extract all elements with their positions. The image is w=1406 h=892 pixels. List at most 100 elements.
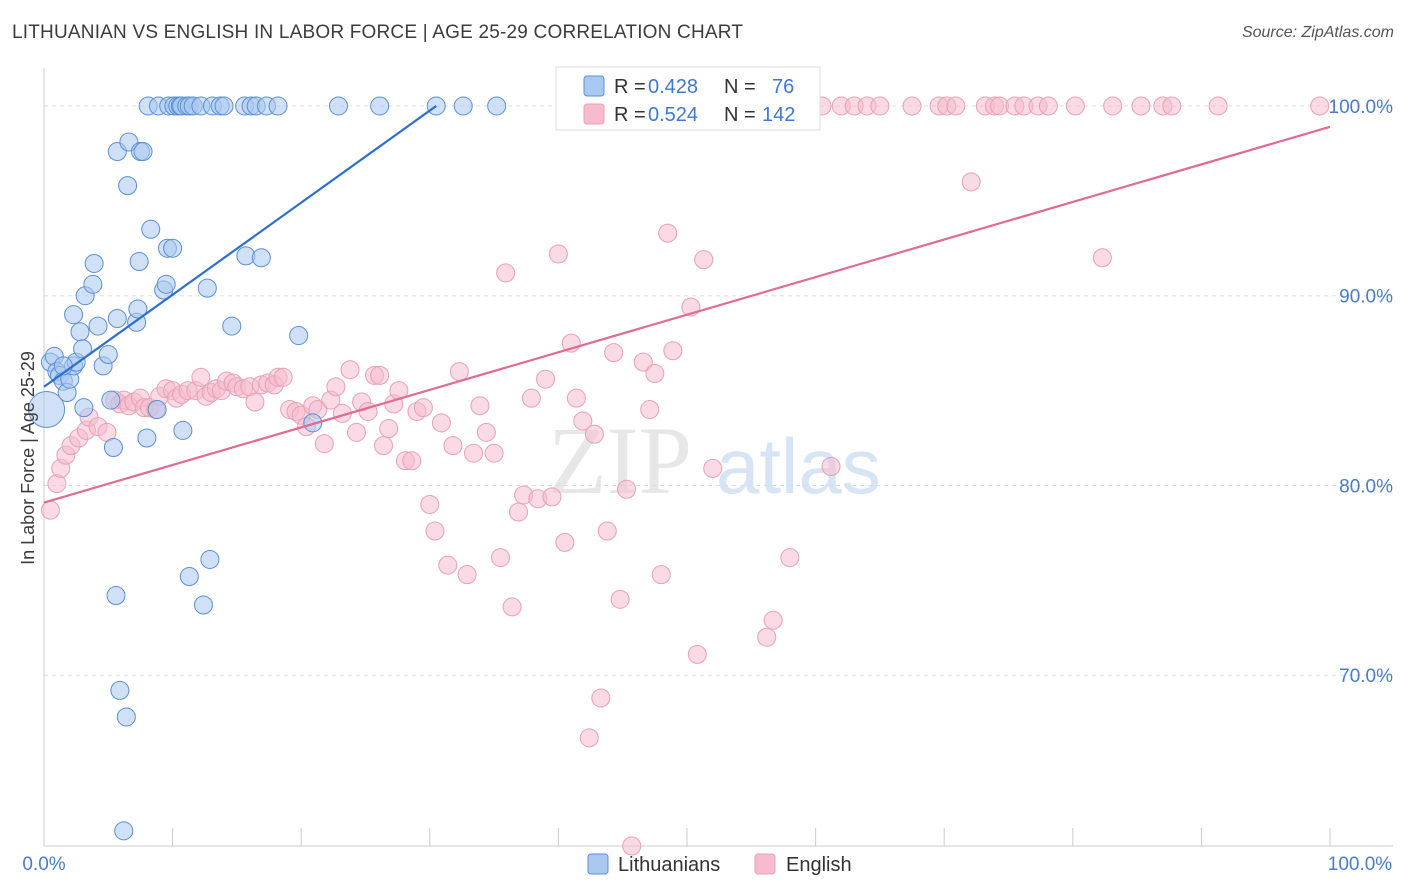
english-point: [191, 367, 211, 387]
english-point: [584, 424, 604, 444]
watermark-atlas: atlas: [716, 422, 881, 510]
lithuanian-point: [453, 96, 473, 116]
watermark-zip: ZIP: [548, 407, 692, 514]
english-point: [402, 451, 422, 471]
english-point: [645, 364, 665, 384]
lithuanian-point: [179, 567, 199, 587]
english-point: [591, 688, 611, 708]
lithuanian-point: [129, 252, 149, 272]
english-point: [946, 96, 966, 116]
english-point: [1310, 96, 1330, 116]
lithuanian-point: [163, 238, 183, 258]
x-axis-ticks: [43, 828, 1331, 846]
lithuanian-point: [98, 345, 118, 365]
lithuanian-point: [141, 219, 161, 239]
english-point: [604, 343, 624, 363]
english-point: [555, 532, 575, 552]
legend-r-label-2: R =: [614, 104, 646, 126]
source-credit: Source: ZipAtlas.com: [1241, 24, 1394, 41]
english-point: [438, 555, 458, 575]
lithuanian-point: [88, 316, 108, 336]
english-point: [245, 392, 265, 412]
legend-r-value-1: 0.428: [648, 76, 698, 98]
english-point: [443, 436, 463, 456]
english-point: [379, 419, 399, 439]
lithuanian-point: [133, 141, 153, 161]
lithuanian-point: [116, 707, 136, 727]
bottom-legend-lithuanians: Lithuanians: [618, 854, 720, 876]
lithuanian-point: [110, 680, 130, 700]
english-point: [640, 400, 660, 420]
lithuanian-point: [370, 96, 390, 116]
english-point: [1103, 96, 1123, 116]
lithuanian-point: [328, 96, 348, 116]
lithuanian-point: [197, 278, 217, 298]
english-point: [870, 96, 890, 116]
english-point: [633, 352, 653, 372]
english-point: [566, 388, 586, 408]
english-point: [346, 422, 366, 442]
lithuanian-point: [103, 438, 123, 458]
lithuanian-point: [156, 274, 176, 294]
lithuanian-point: [83, 274, 103, 294]
english-point: [1065, 96, 1085, 116]
english-point: [663, 341, 683, 361]
lithuanian-point: [487, 96, 507, 116]
english-point: [521, 388, 541, 408]
lithuanian-point: [303, 413, 323, 433]
lithuanian-point: [251, 248, 271, 268]
lithuanian-trend-line: [43, 105, 437, 388]
english-point: [536, 369, 556, 389]
x-tick-label-min: 0.0%: [22, 854, 65, 875]
legend-swatch-lithuanians: [583, 75, 605, 97]
english-point: [491, 548, 511, 568]
english-point: [1131, 96, 1151, 116]
english-point: [431, 413, 451, 433]
english-point: [509, 502, 529, 522]
bottom-legend-swatch-english: [754, 853, 776, 875]
english-point: [902, 96, 922, 116]
english-points: [40, 96, 1330, 856]
correlation-legend: R = 0.428 N = 76 R = 0.524 N = 142: [555, 66, 821, 131]
y-axis-title: In Labor Force | Age 25-29: [18, 351, 38, 565]
english-point: [464, 443, 484, 463]
english-point: [449, 362, 469, 382]
lithuanian-point: [28, 391, 66, 429]
english-point: [821, 456, 841, 476]
y-tick-label: 90.0%: [1339, 287, 1393, 308]
english-point: [687, 644, 707, 664]
x-tick-label-max: 100.0%: [1328, 854, 1393, 875]
english-point: [374, 436, 394, 456]
english-point: [961, 172, 981, 192]
trend-lines: [43, 105, 1331, 504]
english-point: [622, 836, 642, 856]
legend-n-value-1: 76: [772, 76, 794, 98]
english-point: [1208, 96, 1228, 116]
english-point: [40, 500, 60, 520]
legend-r-value-2: 0.524: [648, 104, 698, 126]
lithuanian-point: [101, 390, 121, 410]
english-point: [1038, 96, 1058, 116]
english-point: [470, 396, 490, 416]
english-point: [425, 521, 445, 541]
english-point: [579, 728, 599, 748]
lithuanian-point: [64, 305, 84, 325]
lithuanian-point: [173, 420, 193, 440]
lithuanian-point: [268, 96, 288, 116]
y-tick-labels: 70.0% 80.0% 90.0% 100.0%: [1329, 97, 1394, 687]
lithuanian-point: [107, 308, 127, 328]
english-point: [658, 223, 678, 243]
english-point: [651, 565, 671, 585]
english-point: [763, 610, 783, 630]
lithuanian-point: [222, 316, 242, 336]
english-point: [542, 487, 562, 507]
legend-n-value-2: 142: [762, 104, 795, 126]
english-point: [340, 360, 360, 380]
bottom-legend-swatch-lithuanians: [587, 853, 609, 875]
lithuanian-point: [200, 549, 220, 569]
english-point: [420, 494, 440, 514]
lithuanian-point: [84, 253, 104, 273]
english-trend-line: [43, 125, 1331, 504]
lithuanian-point: [137, 428, 157, 448]
